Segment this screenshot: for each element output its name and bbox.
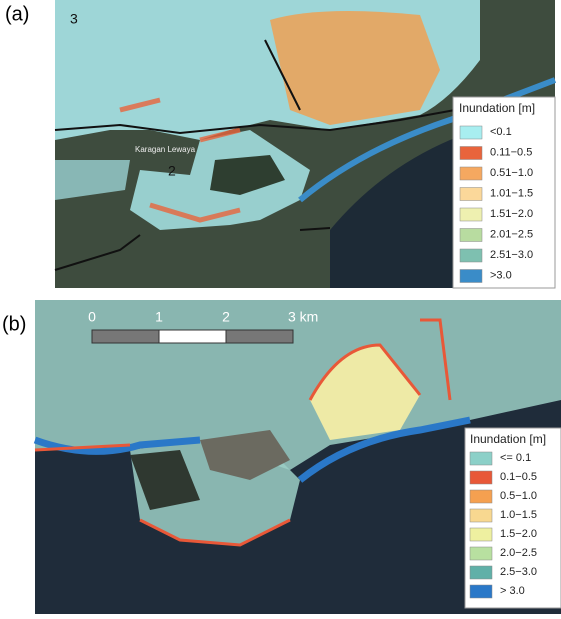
scale-bar [91,329,294,344]
legend-label: 1.51−2.0 [490,208,533,220]
legend-label: 1.0−1.5 [500,509,537,521]
legend-swatch [469,546,493,561]
legend-label: >3.0 [490,269,512,281]
region-label: 3 [70,11,78,27]
legend-label: 1.01−1.5 [490,187,533,199]
legend-swatch [469,527,493,542]
legend-label: > 3.0 [500,585,525,597]
region-label: 2 [168,163,176,179]
legend-title: Inundation [m] [459,101,535,115]
place-label: Karagan Lewaya [135,145,196,154]
legend-label: 2.5−3.0 [500,566,537,578]
legend-label: 2.51−3.0 [490,249,533,261]
legend-label: 1.5−2.0 [500,528,537,540]
legend-swatch [469,451,493,466]
legend-label: <0.1 [490,126,512,138]
legend-swatch [469,508,493,523]
legend-label: 0.51−1.0 [490,167,533,179]
legend-swatch [459,187,483,201]
panel-label: (a) [5,3,29,25]
legend-swatch [459,228,483,242]
legend-title: Inundation [m] [470,432,546,446]
scale-label: 1 [155,309,163,325]
legend-swatch [469,584,493,599]
legend-label: 0.5−1.0 [500,490,537,502]
legend-label: 2.01−2.5 [490,228,533,240]
legend-label: <= 0.1 [500,452,531,464]
scale-label: 3 km [288,309,318,325]
legend-swatch [459,125,483,140]
legend-swatch [459,248,483,263]
legend-swatch [459,166,483,181]
legend-swatch [459,269,483,283]
legend-label: 0.1−0.5 [500,471,537,483]
legend-label: 2.0−2.5 [500,547,537,559]
legend-swatch [459,146,483,160]
legend-swatch [469,470,493,485]
legend-swatch [469,489,493,504]
scale-label: 2 [222,309,230,325]
legend-swatch [469,565,493,580]
legend-label: 0.11−0.5 [490,146,532,158]
panel-label: (b) [2,313,26,335]
map-b [33,300,561,614]
legend-swatch [459,207,483,222]
scale-label: 0 [88,309,96,325]
